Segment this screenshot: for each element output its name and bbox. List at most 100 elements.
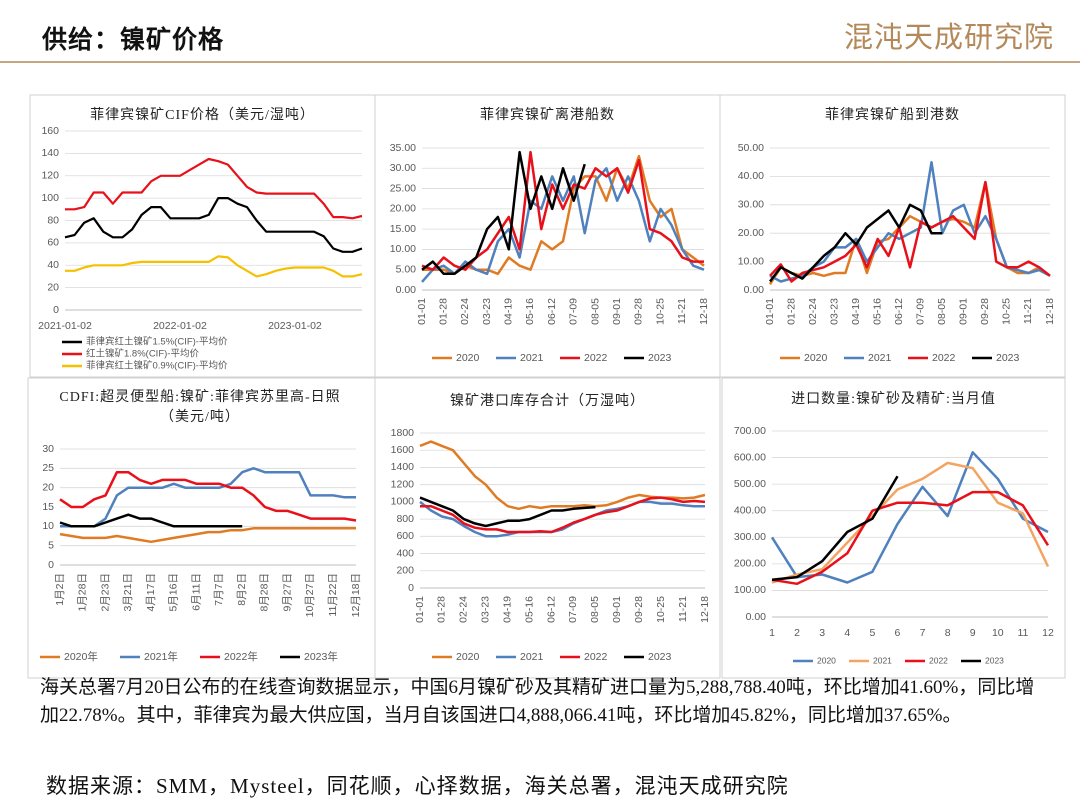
y-tick-label: 0: [408, 582, 414, 594]
y-tick-label: 700.00: [734, 425, 766, 437]
x-tick-label: 1: [769, 627, 775, 639]
x-tick-label: 02-24: [807, 298, 819, 325]
panel-frame: [719, 94, 1066, 378]
y-tick-label: 50.00: [738, 142, 764, 154]
legend-label: 2022: [584, 651, 608, 663]
legend-label: 2023: [985, 655, 1004, 665]
paragraph: 海关总署7月20日公布的在线查询数据显示，中国6月镍矿砂及其精矿进口量为5,28…: [40, 677, 1035, 726]
x-tick-label: 2023-01-02: [268, 320, 322, 332]
series-line: [770, 451, 1049, 584]
x-tick-label: 09-28: [979, 298, 991, 325]
x-tick-label: 8月28日: [259, 573, 271, 612]
series-line: [421, 150, 704, 271]
legend-label: 2021: [520, 651, 544, 663]
x-tick-label: 05-16: [523, 596, 535, 623]
y-tick-label: 10.00: [390, 243, 416, 255]
y-tick-label: 15.00: [390, 223, 416, 235]
x-tick-label: 01-28: [785, 298, 797, 325]
series-line: [421, 167, 705, 283]
x-tick-label: 02-24: [458, 596, 470, 623]
x-tick-label: 11: [1017, 627, 1028, 639]
legend-label: 2020: [804, 352, 828, 364]
series-line: [419, 500, 705, 538]
x-tick-label: 03-23: [480, 596, 492, 623]
series-line: [769, 160, 1051, 283]
x-tick-label: 1月28日: [77, 573, 89, 612]
series-line: [65, 255, 363, 278]
legend-label: 2023: [648, 352, 672, 364]
y-tick-label: 400.00: [734, 504, 766, 516]
y-tick-label: 500.00: [734, 478, 766, 490]
x-tick-label: 8月2日: [236, 573, 248, 606]
x-tick-label: 12-18: [1044, 298, 1056, 325]
series-line: [771, 490, 1050, 586]
y-tick-label: 1600: [391, 444, 415, 456]
y-tick-label: 25: [42, 462, 54, 474]
y-tick-label: 0.00: [396, 284, 417, 296]
y-tick-label: 0.00: [746, 611, 767, 623]
x-tick-label: 11-21: [676, 298, 688, 324]
x-tick-label: 08-05: [936, 298, 948, 325]
legend-label: 2021年: [144, 650, 178, 663]
y-tick-label: 140: [41, 147, 59, 159]
x-tick-label: 09-01: [958, 298, 970, 325]
y-tick-label: 400: [396, 547, 414, 559]
x-tick-label: 6月11日: [190, 573, 202, 611]
x-tick-label: 05-16: [871, 298, 883, 325]
x-tick-label: 09-28: [633, 298, 645, 325]
legend-label: 2020年: [64, 650, 98, 663]
y-tick-label: 1200: [391, 478, 415, 490]
x-tick-label: 11-21: [677, 596, 689, 622]
y-tick-label: 40.00: [738, 170, 764, 182]
y-tick-label: 0: [53, 304, 59, 316]
y-tick-label: 1800: [391, 427, 415, 439]
x-tick-label: 01-01: [414, 596, 426, 623]
series-line: [421, 150, 586, 276]
x-tick-label: 3: [819, 627, 825, 639]
x-tick-label: 05-16: [524, 298, 536, 325]
x-tick-label: 06-12: [546, 298, 558, 325]
logo: 混沌天成研究院: [843, 22, 1054, 54]
x-tick-label: 12-18: [699, 596, 711, 623]
series-line: [769, 180, 1051, 283]
legend-label: 2021: [520, 352, 544, 364]
y-tick-label: 160: [41, 125, 59, 137]
legend-label: 2022: [929, 655, 948, 665]
series-line: [769, 203, 943, 283]
x-tick-label: 7: [920, 627, 926, 639]
legend-label: 红土镍矿1.8%(CIF)-平均价: [86, 348, 199, 360]
x-tick-label: 03-23: [828, 298, 840, 325]
legend-label: 菲律宾红土镍矿0.9%(CIF)-平均价: [86, 360, 228, 372]
series-line: [59, 513, 243, 528]
x-tick-label: 9月27日: [281, 573, 293, 612]
legend-label: 2023年: [304, 650, 338, 663]
y-tick-label: 20.00: [738, 227, 764, 239]
x-tick-label: 8: [945, 627, 951, 639]
y-tick-label: 300.00: [734, 531, 766, 543]
x-tick-label: 09-28: [633, 596, 645, 623]
series-line: [65, 157, 363, 220]
y-tick-label: 120: [41, 170, 59, 182]
series-line: [419, 496, 596, 528]
x-tick-label: 06-12: [545, 596, 557, 623]
y-tick-label: 5.00: [396, 263, 417, 275]
x-tick-label: 01-28: [436, 596, 448, 623]
y-tick-label: 20: [47, 281, 59, 293]
x-tick-label: 9: [970, 627, 976, 639]
y-tick-label: 60: [47, 237, 59, 249]
x-tick-label: 04-19: [850, 298, 862, 325]
x-tick-label: 11-21: [1022, 298, 1034, 324]
series-line: [771, 475, 899, 582]
x-tick-label: 07-09: [915, 298, 927, 325]
source-note: 数据来源：SMM，Mysteel，同花顺，心择数据，海关总署，混沌天成研究院: [46, 774, 789, 798]
y-tick-label: 0.00: [744, 284, 765, 296]
y-tick-label: 20: [42, 481, 54, 493]
x-tick-label: 01-01: [416, 298, 428, 325]
x-tick-label: 12月18日: [350, 573, 362, 617]
legend-label: 菲律宾红土镍矿1.5%(CIF)-平均价: [86, 336, 228, 348]
x-tick-label: 08-05: [589, 596, 601, 623]
x-tick-label: 09-01: [611, 298, 623, 325]
x-tick-label: 12: [1042, 627, 1054, 639]
series-line: [59, 527, 356, 544]
y-tick-label: 600.00: [734, 451, 766, 463]
